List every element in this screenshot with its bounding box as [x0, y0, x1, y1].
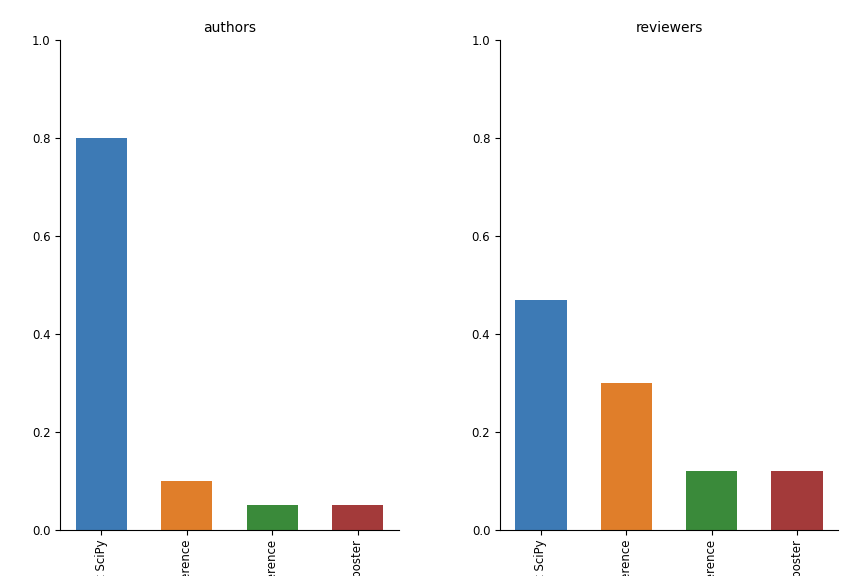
Bar: [772, 471, 823, 530]
Bar: [515, 300, 567, 530]
Bar: [686, 471, 737, 530]
Bar: [246, 506, 298, 530]
Title: reviewers: reviewers: [635, 21, 702, 35]
Bar: [162, 481, 213, 530]
Bar: [76, 138, 127, 530]
Title: authors: authors: [203, 21, 256, 35]
Bar: [600, 383, 652, 530]
Bar: [332, 506, 384, 530]
